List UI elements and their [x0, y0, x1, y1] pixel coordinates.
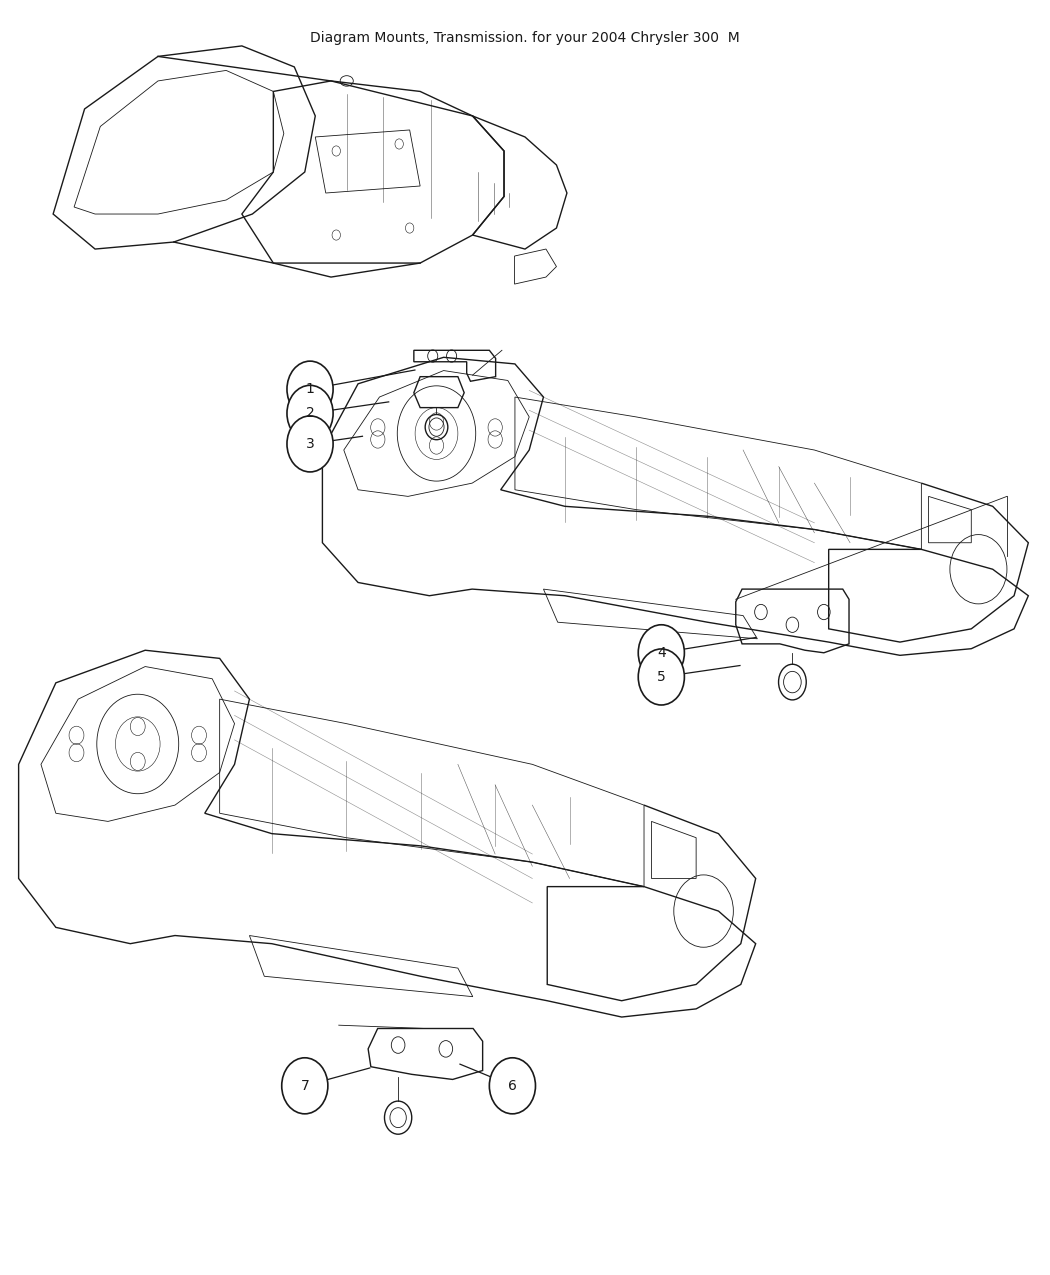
Text: 6: 6: [508, 1079, 517, 1093]
Circle shape: [287, 416, 333, 472]
Circle shape: [638, 625, 685, 681]
Text: 1: 1: [306, 382, 314, 397]
Text: 4: 4: [657, 645, 666, 659]
Circle shape: [638, 649, 685, 705]
Circle shape: [489, 1058, 536, 1114]
Circle shape: [281, 1058, 328, 1114]
Text: 7: 7: [300, 1079, 309, 1093]
Circle shape: [287, 385, 333, 441]
Text: 3: 3: [306, 437, 314, 451]
Circle shape: [287, 361, 333, 417]
Text: 2: 2: [306, 407, 314, 421]
Text: 5: 5: [657, 669, 666, 683]
Text: Diagram Mounts, Transmission. for your 2004 Chrysler 300  M: Diagram Mounts, Transmission. for your 2…: [310, 32, 740, 45]
